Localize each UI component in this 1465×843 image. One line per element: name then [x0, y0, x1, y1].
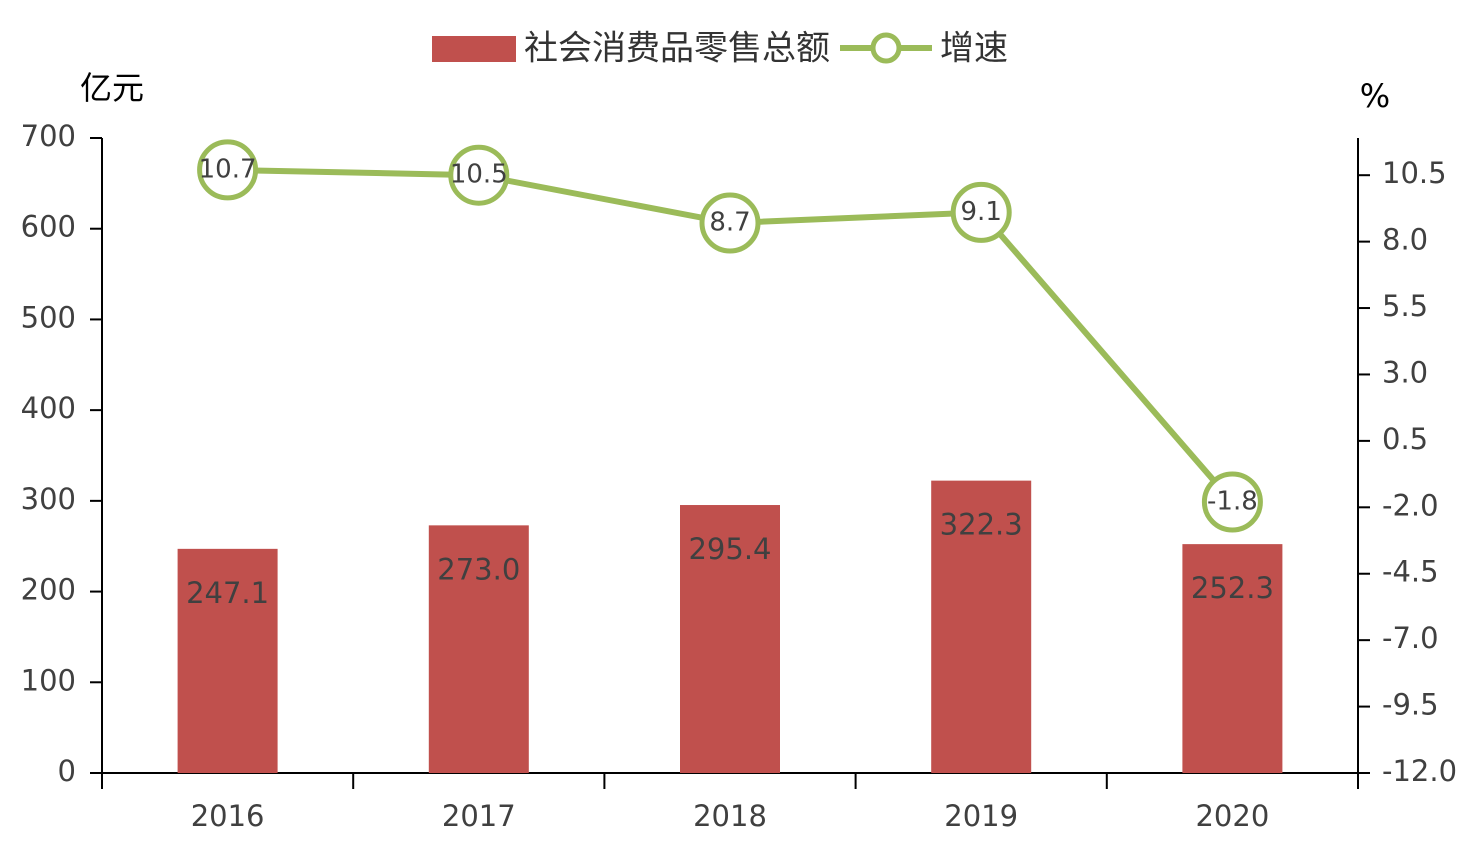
x-tick-label: 2017	[442, 799, 516, 833]
y2-tick-label: 5.5	[1382, 289, 1428, 323]
x-tick-label: 2019	[944, 799, 1018, 833]
x-tick-label: 2018	[693, 799, 767, 833]
x-tick-label: 2016	[191, 799, 265, 833]
y2-tick-label: -4.5	[1382, 555, 1439, 589]
line-marker	[1201, 471, 1263, 533]
y-tick-label: 0	[58, 754, 76, 788]
y-tick-label: 100	[21, 663, 76, 697]
bar-value-label: 295.4	[688, 532, 771, 566]
legend-label: 社会消费品零售总额	[524, 29, 830, 69]
bar-value-label: 247.1	[186, 576, 269, 610]
y-tick-label: 400	[21, 391, 76, 425]
line-marker	[197, 139, 259, 201]
bar	[428, 525, 529, 773]
y2-tick-label: 3.0	[1382, 355, 1428, 389]
line-marker	[950, 181, 1012, 243]
y-tick-label: 700	[21, 119, 76, 153]
bar-value-label: 322.3	[940, 508, 1023, 542]
line-marker	[448, 144, 510, 206]
y2-tick-label: 0.5	[1382, 422, 1428, 456]
y2-tick-label: 8.0	[1382, 223, 1428, 257]
y2-tick-label: -12.0	[1382, 754, 1457, 788]
y-tick-label: 200	[21, 573, 76, 607]
y-axis-label: 亿元	[80, 69, 144, 107]
line-marker	[699, 192, 761, 254]
y2-tick-label: -2.0	[1382, 488, 1439, 522]
line-value-label: 10.5	[450, 160, 508, 190]
line-value-label: 8.7	[709, 208, 750, 238]
y-tick-label: 300	[21, 482, 76, 516]
bar-value-label: 273.0	[437, 552, 520, 586]
legend-swatch	[432, 36, 516, 62]
legend-swatch-marker	[870, 32, 902, 64]
line-value-label: 9.1	[961, 197, 1002, 227]
y2-axis-label: %	[1360, 77, 1390, 115]
x-tick-label: 2020	[1195, 799, 1269, 833]
line-value-label: 10.7	[199, 154, 257, 184]
bar-value-label: 252.3	[1191, 571, 1274, 605]
bar	[177, 548, 278, 773]
line-value-label: -1.8	[1207, 486, 1258, 516]
y2-tick-label: 10.5	[1382, 156, 1447, 190]
y2-tick-label: -7.0	[1382, 621, 1439, 655]
bar	[1182, 544, 1283, 773]
y-tick-label: 500	[21, 300, 76, 334]
y-tick-label: 600	[21, 210, 76, 244]
bar	[680, 505, 780, 773]
bar	[931, 480, 1032, 773]
legend-label: 增速	[940, 29, 1008, 69]
y2-tick-label: -9.5	[1382, 688, 1439, 722]
